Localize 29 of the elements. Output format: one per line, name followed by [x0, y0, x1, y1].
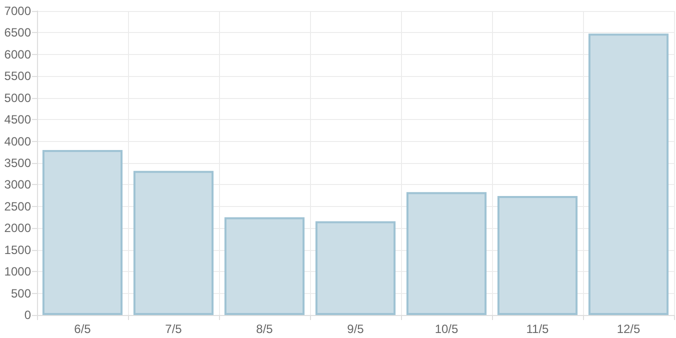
y-tick-label: 1500 — [4, 242, 32, 257]
bar — [42, 150, 123, 315]
y-tick-label: 5000 — [4, 90, 32, 105]
y-tick-label: 2500 — [4, 199, 32, 214]
y-tick-label: 500 — [10, 286, 32, 300]
bar — [588, 34, 669, 315]
y-tick-label: 7000 — [4, 4, 32, 18]
y-tick-label: 4000 — [4, 134, 32, 148]
bar — [497, 196, 578, 315]
x-tick-label: 7/5 — [165, 322, 182, 336]
x-tick-label: 12/5 — [616, 322, 640, 336]
x-tick-label: 6/5 — [74, 322, 92, 336]
x-tick-label: 8/5 — [256, 322, 274, 336]
y-tick-label: 3500 — [4, 156, 32, 170]
y-tick-label: 3000 — [4, 178, 32, 192]
y-tick-label: 5500 — [4, 69, 32, 84]
y-tick-label: 0 — [24, 308, 32, 322]
bar — [224, 217, 305, 315]
bar — [133, 170, 214, 315]
y-tick-label: 4500 — [4, 112, 32, 127]
x-tick-label: 9/5 — [347, 322, 364, 336]
bar — [406, 192, 487, 315]
x-tick-label: 11/5 — [526, 322, 550, 336]
y-tick-label: 2000 — [4, 221, 32, 236]
y-tick-label: 6000 — [4, 47, 32, 62]
y-tick-label: 6500 — [4, 26, 32, 40]
y-tick-label: 1000 — [4, 264, 32, 279]
bar — [315, 221, 396, 315]
x-tick-label: 10/5 — [434, 322, 458, 336]
